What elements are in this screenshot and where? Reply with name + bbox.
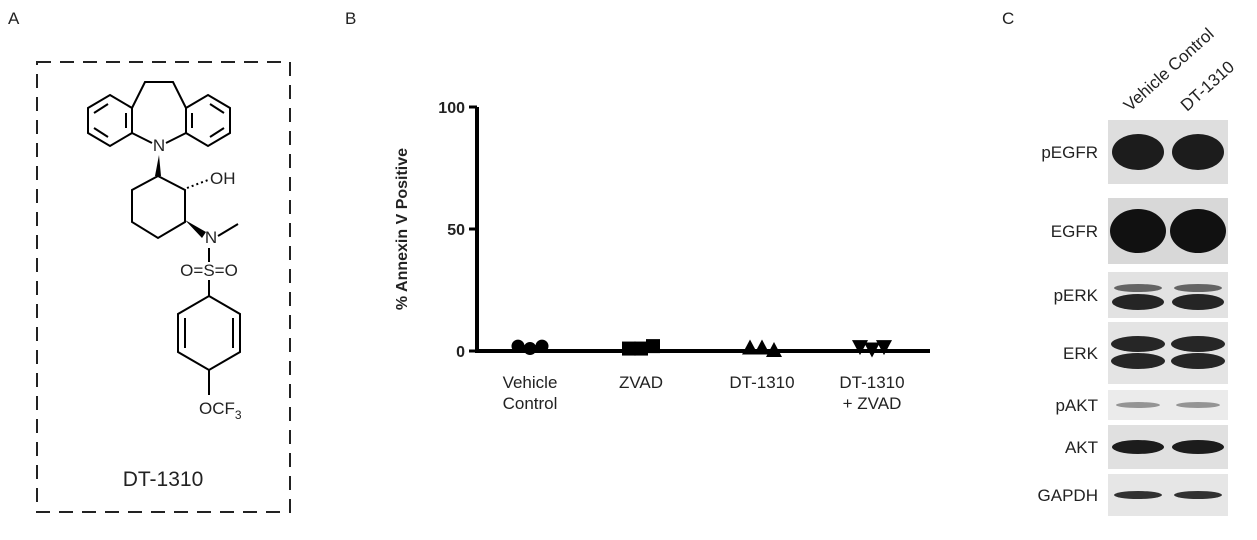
panel-label: B bbox=[345, 9, 356, 28]
blot-band bbox=[1110, 209, 1166, 253]
row-label: EGFR bbox=[1051, 222, 1098, 241]
panel-label: A bbox=[8, 9, 20, 28]
data-point bbox=[536, 340, 549, 353]
x-tick-label: DT-1310 bbox=[839, 373, 904, 392]
data-point bbox=[646, 339, 660, 353]
row-label: GAPDH bbox=[1038, 486, 1098, 505]
blot-band bbox=[1170, 209, 1226, 253]
blot-band bbox=[1112, 134, 1164, 170]
atom-label: N bbox=[205, 228, 217, 247]
data-point bbox=[524, 342, 537, 355]
atom-label: O=S=O bbox=[180, 261, 238, 280]
figure: A N OH N O=S=O OCF3 DT-1310 B % Annexin … bbox=[0, 0, 1257, 535]
x-tick-label: Vehicle bbox=[503, 373, 558, 392]
x-tick-label: ZVAD bbox=[619, 373, 663, 392]
y-tick-label: 100 bbox=[438, 100, 465, 117]
x-tick-label: DT-1310 bbox=[729, 373, 794, 392]
dashed-box bbox=[37, 62, 290, 512]
blot-band bbox=[1112, 294, 1164, 310]
atom-label-subscript: 3 bbox=[235, 408, 242, 422]
row-label: pERK bbox=[1054, 286, 1099, 305]
blot-band bbox=[1174, 284, 1222, 292]
y-tick-label: 50 bbox=[447, 222, 465, 239]
blot-background bbox=[1108, 322, 1228, 384]
blot-band bbox=[1114, 284, 1162, 292]
blot-band bbox=[1171, 336, 1225, 352]
row-label: AKT bbox=[1065, 438, 1098, 457]
blot-band bbox=[1111, 336, 1165, 352]
structure bbox=[88, 82, 240, 395]
blot-band bbox=[1116, 402, 1160, 408]
row-label: pEGFR bbox=[1041, 143, 1098, 162]
data-point bbox=[634, 342, 648, 356]
data-point bbox=[754, 340, 770, 355]
data-point bbox=[622, 342, 636, 356]
x-tick-label: Control bbox=[503, 394, 558, 413]
atom-label-text: OCF bbox=[199, 399, 235, 418]
blot-band bbox=[1114, 491, 1162, 499]
atom-label: OH bbox=[210, 169, 236, 188]
row-label: ERK bbox=[1063, 344, 1099, 363]
blot-band bbox=[1111, 353, 1165, 369]
blot-band bbox=[1172, 294, 1224, 310]
atom-label: N bbox=[153, 136, 165, 155]
panel-label: C bbox=[1002, 9, 1014, 28]
x-tick-label: + ZVAD bbox=[843, 394, 902, 413]
compound-name: DT-1310 bbox=[123, 468, 204, 491]
blot-band bbox=[1172, 440, 1224, 454]
atom-label: OCF3 bbox=[199, 399, 242, 422]
y-axis-title: % Annexin V Positive bbox=[394, 148, 411, 310]
blot-band bbox=[1176, 402, 1220, 408]
blot-band bbox=[1112, 440, 1164, 454]
y-tick-label: 0 bbox=[456, 344, 465, 361]
row-label: pAKT bbox=[1055, 396, 1098, 415]
blot-band bbox=[1172, 134, 1224, 170]
blot-band bbox=[1171, 353, 1225, 369]
blot-band bbox=[1174, 491, 1222, 499]
data-point bbox=[512, 340, 525, 353]
